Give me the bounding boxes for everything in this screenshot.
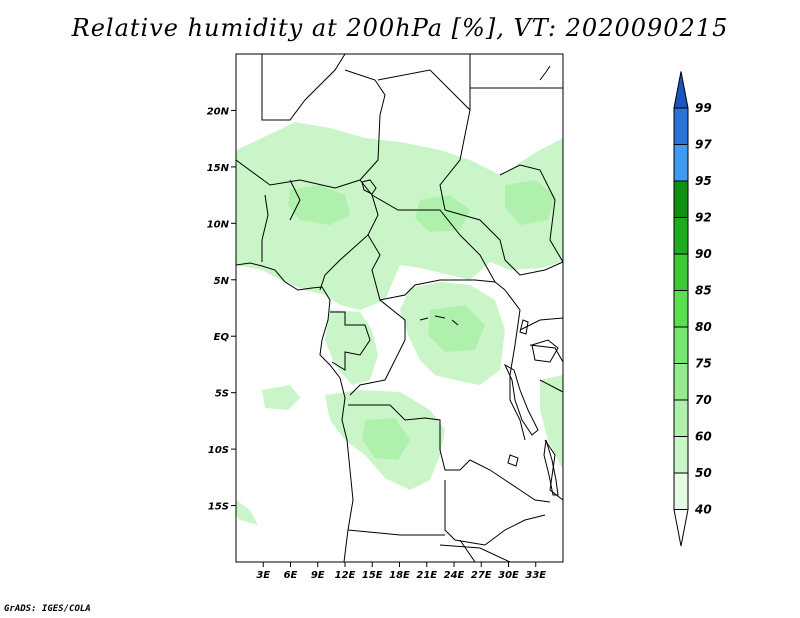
lon-tick-label: 24E — [444, 570, 465, 581]
border-niger — [236, 159, 361, 189]
border-congo-drc — [349, 299, 406, 396]
lat-tick-label: 20N — [207, 106, 230, 117]
lat-tick-label: EQ — [214, 332, 230, 343]
colorbar-level-label: 95 — [695, 174, 712, 188]
lake-mweru — [507, 454, 519, 467]
colorbar-bin — [673, 180, 689, 218]
colorbar-level-label: 50 — [695, 466, 712, 480]
colorbar-level-label: 40 — [694, 503, 712, 517]
lon-tick-label: 21E — [416, 570, 437, 581]
colorbar-level-label: 90 — [695, 247, 712, 261]
lon-tick-label: 3E — [256, 570, 270, 581]
lake-albert — [519, 319, 529, 335]
coastline-west — [236, 262, 354, 562]
colorbar-level-label: 75 — [695, 357, 712, 371]
border-uganda — [519, 317, 563, 363]
colorbar-bin — [673, 436, 689, 474]
colorbar-bin — [673, 217, 689, 255]
border-sahara-2 — [344, 69, 386, 181]
political-boundaries — [236, 54, 563, 562]
border-libya — [377, 54, 471, 112]
humidity-region-atlantic — [262, 385, 300, 410]
inland-lakes-congo — [419, 315, 459, 326]
border-gabon — [330, 311, 371, 371]
lon-tick-label: 12E — [335, 570, 356, 581]
latitude-axis: 20N 15N 10N 5N EQ 5S 10S 15S — [207, 106, 236, 513]
colorbar-level-label: 85 — [695, 284, 712, 298]
colorbar-level-label: 80 — [695, 320, 712, 334]
lake-tanganyika — [503, 363, 539, 436]
border-chad — [371, 194, 496, 283]
lon-tick-label: 15E — [362, 570, 383, 581]
colorbar-level-label: 60 — [695, 430, 712, 444]
colorbar-bin — [673, 144, 689, 182]
colorbar-bin — [673, 509, 689, 547]
humidity-region-gabon — [325, 310, 378, 385]
colorbar-level-label: 70 — [695, 393, 712, 407]
river-nile — [539, 65, 551, 81]
colorbar-level-label: 99 — [695, 101, 712, 115]
border-nigeria — [261, 179, 301, 262]
border-sudan-east — [499, 164, 563, 263]
colorbar-level-label: 92 — [695, 211, 712, 225]
border-sudan-south — [444, 209, 563, 276]
lon-tick-label: 6E — [284, 570, 298, 581]
humidity-patch-angola — [362, 418, 410, 460]
lat-tick-label: 15N — [207, 163, 230, 174]
colorbar-bin — [673, 363, 689, 401]
chart-title: Relative humidity at 200hPa [%], VT: 202… — [71, 14, 729, 42]
lake-malawi — [543, 439, 559, 496]
colorbar-bin — [673, 107, 689, 145]
footer-credit: GrADS: IGES/COLA — [4, 604, 91, 614]
colorbar-bin — [673, 253, 689, 291]
humidity-patch-congo — [428, 305, 485, 352]
border-south — [459, 489, 551, 562]
lon-tick-label: 9E — [311, 570, 325, 581]
colorbar-bin — [673, 399, 689, 437]
border-namibia — [347, 529, 511, 562]
lon-tick-label: 27E — [471, 570, 492, 581]
lat-tick-label: 5S — [215, 389, 229, 400]
lake-victoria — [531, 339, 559, 363]
humidity-region-southwest — [236, 500, 258, 525]
humidity-region-east — [540, 375, 563, 470]
border-zambia — [444, 480, 546, 546]
longitude-axis: 3E 6E 9E 12E 15E 18E 21E 24E 27E 30E 33E — [256, 562, 546, 581]
border-drc-east — [504, 289, 526, 441]
humidity-region-sahel — [236, 122, 563, 310]
border-angola — [348, 404, 521, 491]
lat-tick-label: 10S — [208, 445, 229, 456]
lat-tick-label: 15S — [208, 502, 229, 513]
colorbar-bin — [673, 326, 689, 364]
lat-tick-label: 10N — [207, 219, 230, 230]
colorbar-bin — [673, 290, 689, 328]
lake-chad — [361, 179, 377, 195]
colorbar-level-label: 97 — [695, 138, 712, 152]
lon-tick-label: 18E — [389, 570, 410, 581]
colorbar-bin — [673, 71, 689, 109]
colorbar-bin — [673, 472, 689, 510]
lon-tick-label: 30E — [498, 570, 519, 581]
humidity-shading — [236, 122, 563, 525]
border-sahara-1 — [261, 54, 346, 121]
border-sudan-north — [439, 109, 471, 211]
humidity-patch-east — [505, 180, 555, 225]
humidity-patch-sahel-1 — [288, 185, 350, 225]
colorbar: 40 50 60 70 75 80 85 90 92 95 97 99 — [673, 71, 712, 547]
border-car — [367, 234, 506, 301]
lat-tick-label: 5N — [214, 276, 230, 287]
lon-tick-label: 33E — [525, 570, 546, 581]
